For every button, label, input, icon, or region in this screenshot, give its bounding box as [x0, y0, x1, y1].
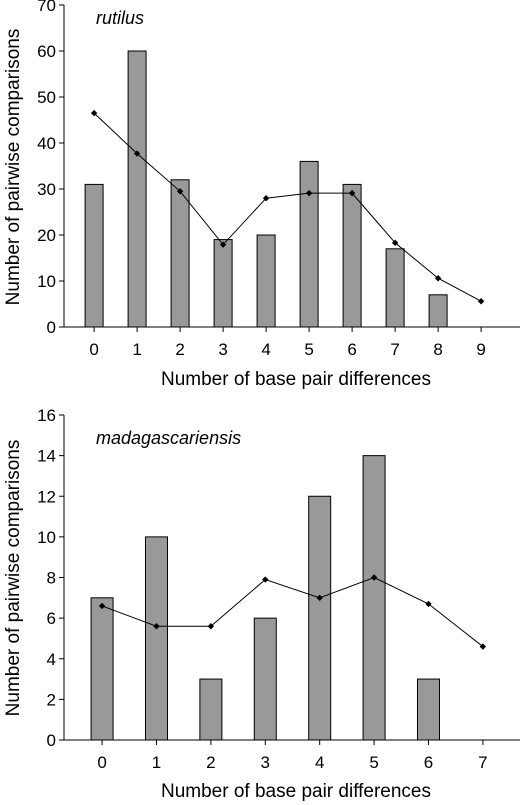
line-point	[348, 189, 356, 197]
y-tick-label: 60	[37, 42, 56, 61]
x-tick-label: 0	[89, 340, 98, 359]
y-tick-label: 0	[47, 318, 56, 337]
bar	[84, 183, 104, 328]
x-tick-label: 5	[369, 753, 378, 772]
x-tick-label: 2	[175, 340, 184, 359]
x-tick-label: 4	[315, 753, 324, 772]
bar	[90, 597, 114, 741]
x-tick-label: 3	[218, 340, 227, 359]
expected-line	[93, 112, 482, 302]
x-tick-label: 0	[97, 753, 106, 772]
x-tick-label: 2	[206, 753, 215, 772]
line-point	[207, 623, 215, 630]
y-tick-label: 6	[47, 609, 56, 628]
bar	[342, 183, 362, 328]
x-tick-label: 1	[152, 753, 161, 772]
x-tick-label: 6	[424, 753, 433, 772]
bar	[308, 495, 332, 741]
bar	[362, 455, 386, 741]
line-point	[98, 602, 106, 610]
y-tick-label: 8	[47, 569, 56, 588]
x-axis-label: Number of base pair differences	[161, 781, 431, 802]
bar	[253, 617, 277, 741]
y-tick-label: 0	[47, 731, 56, 750]
x-axis-label: Number of base pair differences	[161, 369, 431, 390]
chart-title: rutilus	[96, 8, 144, 28]
line-point	[90, 109, 98, 117]
x-tick-label: 5	[304, 340, 313, 359]
line-point	[391, 239, 399, 247]
y-tick-label: 16	[37, 406, 56, 425]
y-axis-label: Number of pairwise comparisons	[3, 29, 24, 306]
x-tick-label: 8	[433, 340, 442, 359]
bar	[199, 678, 223, 741]
y-tick-label: 12	[37, 487, 56, 506]
y-tick-label: 2	[47, 690, 56, 709]
x-tick-label: 9	[476, 340, 485, 359]
line-point	[305, 189, 313, 197]
x-tick-label: 6	[347, 340, 356, 359]
x-tick-label: 3	[261, 753, 270, 772]
y-tick-label: 10	[37, 272, 56, 291]
bar	[213, 239, 233, 328]
line-point	[425, 600, 432, 608]
bar	[416, 678, 440, 741]
line-point	[479, 643, 487, 650]
bar	[385, 248, 405, 328]
y-tick-label: 4	[47, 650, 56, 669]
bar	[144, 536, 168, 741]
line-point	[262, 576, 269, 583]
y-tick-label: 30	[37, 180, 56, 199]
line-point	[316, 594, 323, 602]
line-point	[434, 275, 442, 282]
y-tick-label: 40	[37, 134, 56, 153]
x-tick-label: 4	[261, 340, 270, 359]
line-point	[176, 188, 184, 195]
y-tick-label: 70	[37, 0, 56, 15]
line-point	[262, 195, 270, 202]
y-tick-label: 10	[37, 528, 56, 547]
line-point	[477, 298, 485, 305]
line-point	[219, 241, 227, 248]
y-tick-label: 20	[37, 226, 56, 245]
line-point	[153, 623, 160, 630]
x-tick-label: 7	[478, 753, 487, 772]
line-point	[370, 574, 378, 581]
y-tick-label: 14	[37, 447, 56, 466]
bar	[256, 234, 276, 328]
bar	[299, 160, 319, 328]
chart-title: madagascariensis	[96, 428, 241, 448]
chart-panel-rutilus: rutilus Number of pairwise comparisons N…	[3, 0, 520, 390]
y-tick-label: 50	[37, 88, 56, 107]
bar	[428, 294, 448, 328]
expected-line	[101, 576, 484, 647]
y-axis-label: Number of pairwise comparisons	[3, 440, 24, 717]
bar	[170, 179, 190, 328]
bar	[127, 50, 147, 328]
line-point	[133, 150, 141, 157]
x-tick-label: 1	[132, 340, 141, 359]
x-tick-label: 7	[390, 340, 399, 359]
chart-panel-madagascariensis: madagascariensis Number of pairwise comp…	[3, 406, 520, 802]
